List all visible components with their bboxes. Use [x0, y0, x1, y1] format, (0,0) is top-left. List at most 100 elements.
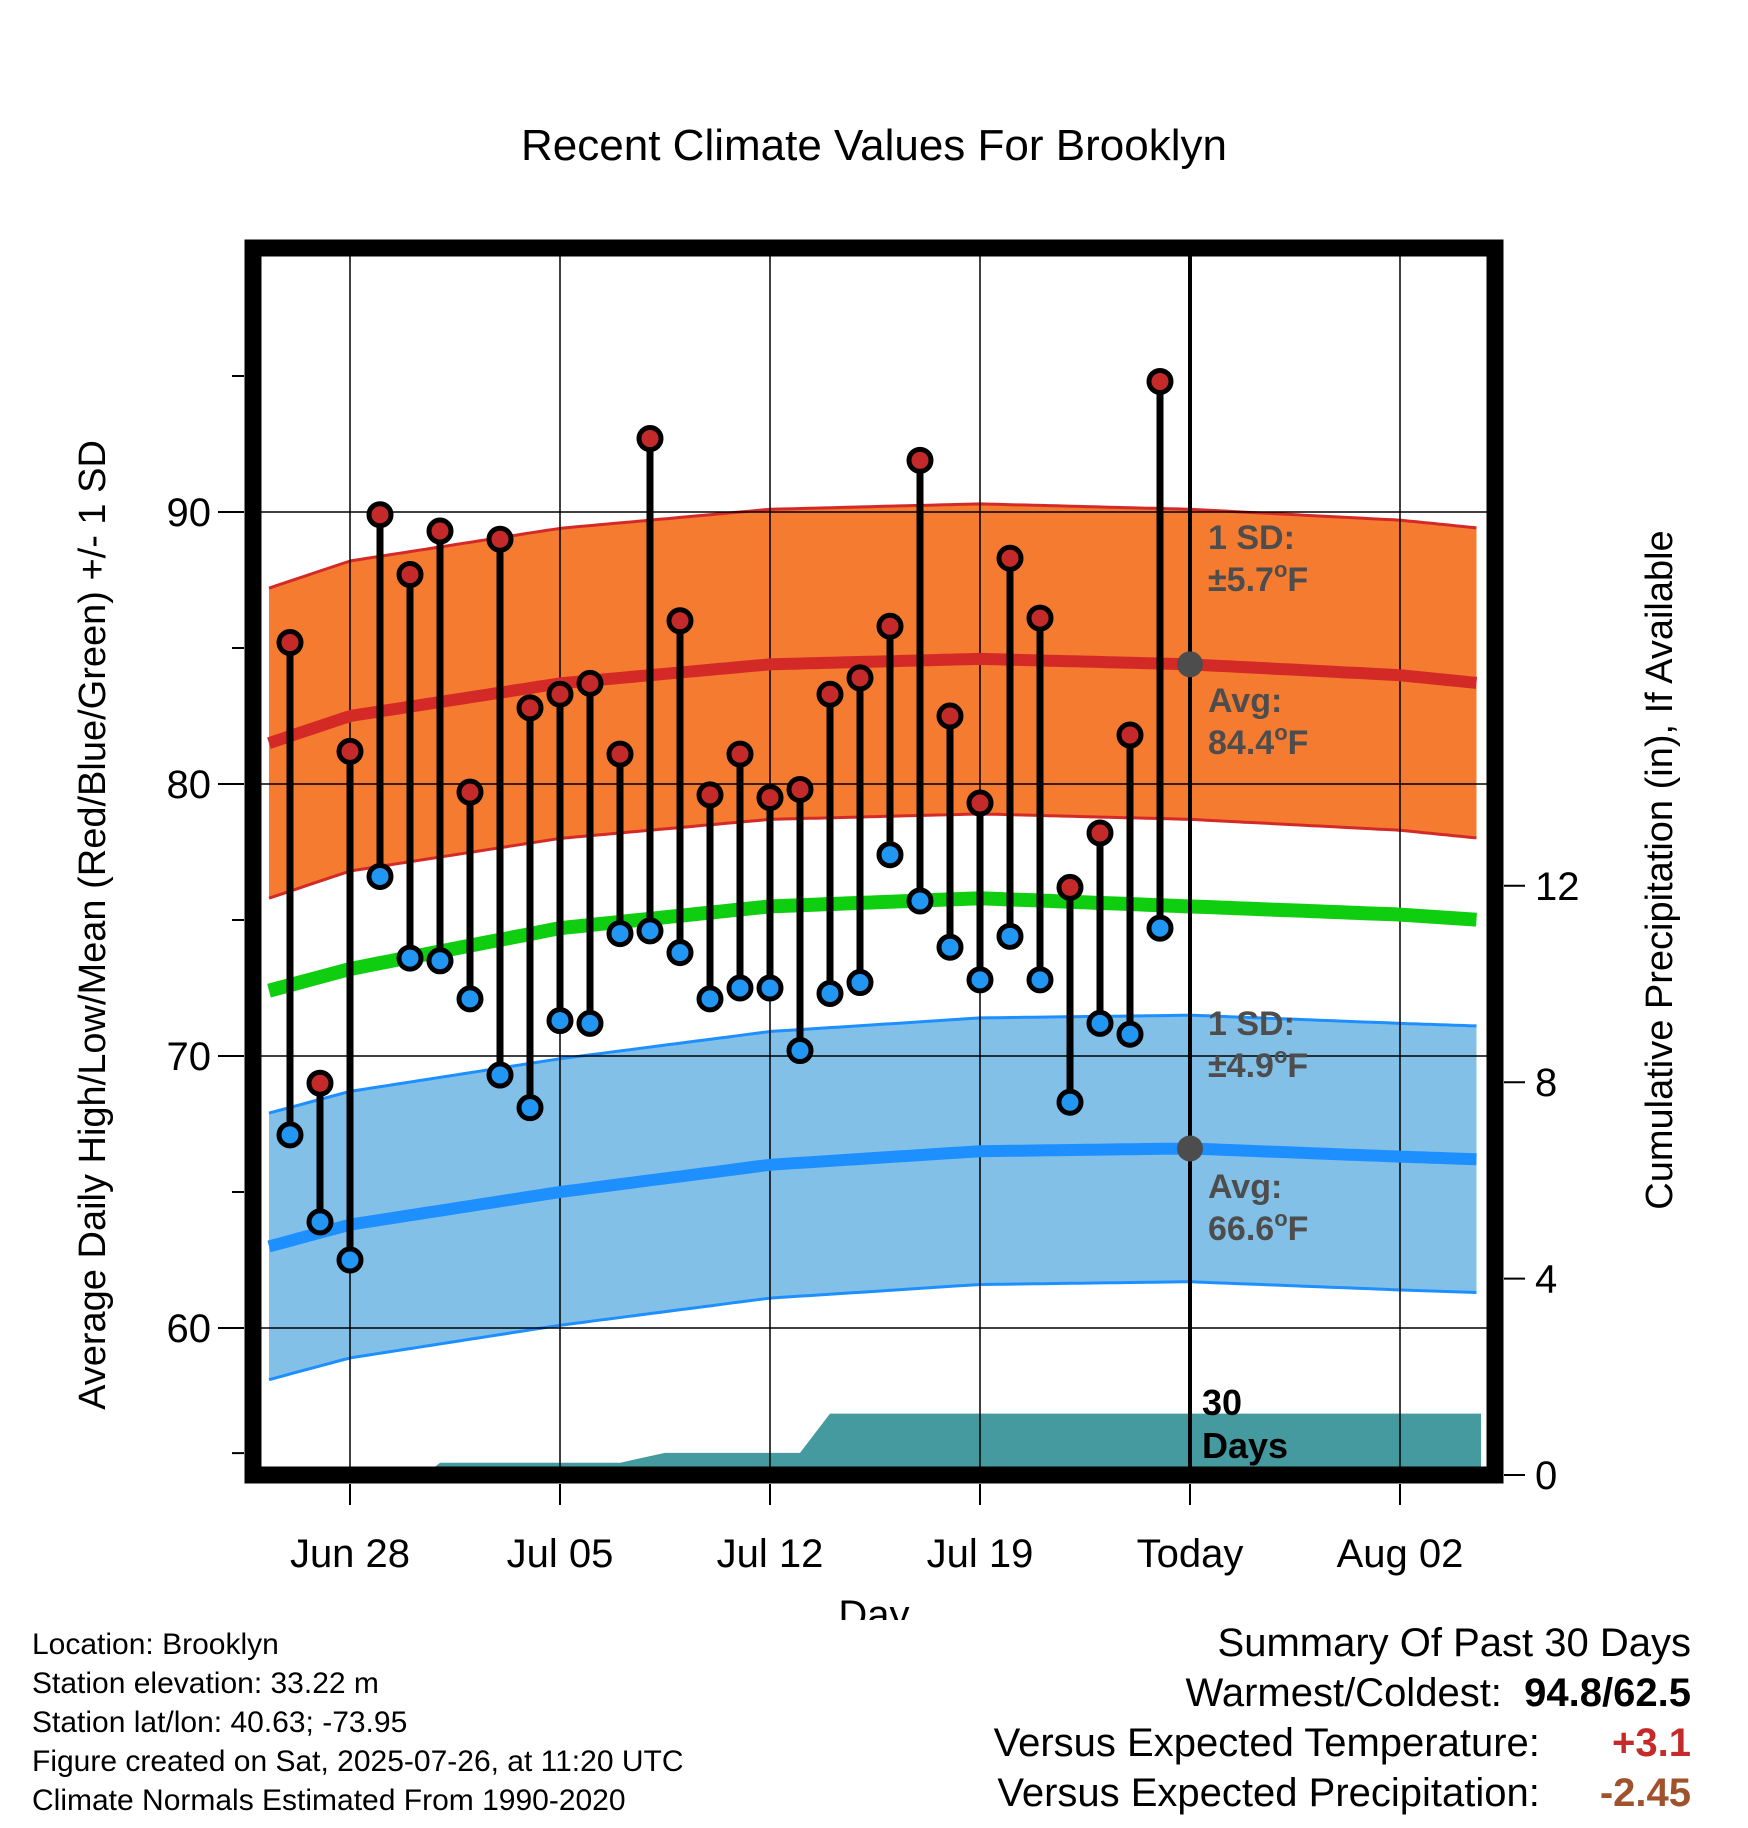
- daily-high-point: [966, 789, 994, 817]
- y-tick-label: 60: [167, 1307, 212, 1351]
- daily-high-point: [456, 778, 484, 806]
- daily-high-point: [516, 694, 544, 722]
- daily-high-point: [606, 740, 634, 768]
- y2-tick-label: 0: [1535, 1454, 1557, 1498]
- x-tick-label: Jul 19: [927, 1532, 1034, 1576]
- daily-low-point: [636, 917, 664, 945]
- daily-low-point: [1056, 1088, 1084, 1116]
- daily-low-point: [1116, 1020, 1144, 1048]
- warmest-value: 94.8: [1524, 1671, 1603, 1715]
- daily-low-point: [276, 1121, 304, 1149]
- high-sd-value: ±5.7oF: [1208, 557, 1308, 599]
- precip-area: [269, 1413, 1481, 1475]
- period-unit-label: Days: [1202, 1425, 1288, 1466]
- low-sd-upper-line: [268, 1013, 1477, 1115]
- x-tick-label: Jul 05: [507, 1532, 614, 1576]
- y-axis-label: Average Daily High/Low/Mean (Red/Blue/Gr…: [72, 440, 114, 1410]
- climate-chart: Recent Climate Values For Brooklyn 1 SD:…: [72, 121, 1681, 1620]
- y-tick-label: 90: [167, 491, 212, 535]
- daily-high-point: [1146, 367, 1174, 395]
- daily-low-point: [936, 933, 964, 961]
- coldest-value: 62.5: [1613, 1671, 1691, 1715]
- x-tick-label: Jun 28: [290, 1532, 410, 1576]
- daily-high-point: [846, 664, 874, 692]
- summary-title: Summary Of Past 30 Days: [1217, 1621, 1691, 1665]
- location-text: Location: Brooklyn: [32, 1628, 279, 1661]
- daily-high-point: [546, 680, 574, 708]
- daily-high-point: [1026, 604, 1054, 632]
- daily-high-point: [426, 517, 454, 545]
- axes: 60 70 80 90 0 4 8 12 Jun 28 Jul 05 Jul 12 Jul 19 Tod…: [167, 239, 1580, 1576]
- daily-high-point: [756, 784, 784, 812]
- low-sd-label: 1 SD:: [1208, 1005, 1295, 1043]
- elevation-text: Station elevation: 33.22 m: [32, 1667, 379, 1700]
- daily-high-point: [786, 775, 814, 803]
- daily-low-point: [906, 887, 934, 915]
- x-tick-label: Today: [1137, 1532, 1244, 1576]
- daily-high-point: [306, 1069, 334, 1097]
- high-sd-label: 1 SD:: [1208, 519, 1295, 557]
- daily-high-point: [486, 525, 514, 553]
- daily-high-point: [636, 425, 664, 453]
- temp-anomaly-value: +3.1: [1612, 1721, 1691, 1765]
- daily-low-point: [846, 969, 874, 997]
- high-avg-value: 84.4oF: [1208, 720, 1308, 762]
- low-avg-value: 66.6oF: [1208, 1206, 1308, 1248]
- period-value-label: 30: [1202, 1382, 1242, 1423]
- x-tick-label: Aug 02: [1337, 1532, 1464, 1576]
- y2-tick-label: 12: [1535, 865, 1580, 909]
- x-tick-label: Jul 12: [717, 1532, 824, 1576]
- daily-low-point: [336, 1246, 364, 1274]
- temp-anomaly-label: Versus Expected Temperature:: [993, 1721, 1540, 1765]
- high-sd-upper-line: [268, 502, 1477, 590]
- temp-anomaly-row: Versus Expected Temperature: +3.1: [994, 1718, 1691, 1768]
- daily-high-point: [696, 781, 724, 809]
- daily-low-point: [516, 1094, 544, 1122]
- precip-anomaly-label: Versus Expected Precipitation:: [997, 1771, 1540, 1815]
- daily-low-point: [966, 966, 994, 994]
- plot-frame: [244, 239, 1504, 1484]
- y2-tick-label: 4: [1535, 1258, 1557, 1302]
- low-sd-band: [269, 1015, 1477, 1380]
- daily-low-point: [1026, 966, 1054, 994]
- low-sd-value: ±4.9oF: [1208, 1043, 1308, 1085]
- daily-high-point: [876, 612, 904, 640]
- daily-low-point: [726, 974, 754, 1002]
- daily-low-point: [576, 1009, 604, 1037]
- warmest-coldest-row: Warmest/Coldest: 94.8/62.5: [994, 1668, 1691, 1718]
- daily-high-point: [576, 669, 604, 697]
- daily-low-point: [486, 1061, 514, 1089]
- y2-tick-label: 8: [1535, 1061, 1557, 1105]
- daily-high-point: [726, 740, 754, 768]
- summary-panel: Summary Of Past 30 Days Warmest/Coldest:…: [994, 1618, 1691, 1818]
- daily-high-point: [1086, 819, 1114, 847]
- daily-low-point: [396, 944, 424, 972]
- daily-low-point: [876, 841, 904, 869]
- daily-high-point: [666, 607, 694, 635]
- chart-title: Recent Climate Values For Brooklyn: [521, 121, 1227, 170]
- normals-text: Climate Normals Estimated From 1990-2020: [32, 1784, 626, 1817]
- daily-low-point: [786, 1037, 814, 1065]
- y-tick-label: 80: [167, 763, 212, 807]
- daily-low-point: [1146, 914, 1174, 942]
- high-sd-band: [269, 503, 1477, 899]
- daily-low-point: [546, 1007, 574, 1035]
- daily-low-point: [426, 947, 454, 975]
- daily-high-point: [1056, 873, 1084, 901]
- normal-high-line: [267, 652, 1478, 749]
- daily-low-point: [996, 922, 1024, 950]
- station-info: Location: Brooklyn Station elevation: 33…: [32, 1625, 684, 1820]
- precip-anomaly-row: Versus Expected Precipitation: -2.45: [994, 1768, 1691, 1818]
- precip-anomaly-value: -2.45: [1599, 1771, 1691, 1815]
- daily-high-point: [336, 737, 364, 765]
- low-sd-lower-line: [268, 1280, 1477, 1382]
- today-high-avg-marker: [1177, 651, 1203, 678]
- daily-high-point: [1116, 721, 1144, 749]
- created-text: Figure created on Sat, 2025-07-26, at 11…: [32, 1745, 684, 1778]
- daily-low-point: [756, 974, 784, 1002]
- daily-high-point: [996, 544, 1024, 572]
- daily-high-point: [396, 561, 424, 589]
- daily-high-point: [906, 446, 934, 474]
